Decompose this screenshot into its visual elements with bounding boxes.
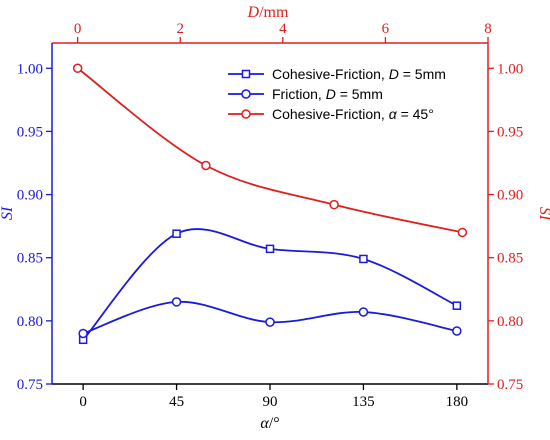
x-bottom-tick-label: 0: [79, 394, 87, 410]
legend-label-2: Friction, D = 5mm: [272, 86, 383, 102]
series-2-point: [452, 326, 462, 336]
x-top-tick-label: 8: [484, 21, 492, 37]
series-2-point: [265, 317, 275, 327]
y-right-tick-label: 0.90: [497, 188, 523, 204]
y-left-tick-label: 0.80: [17, 314, 43, 330]
series-3-point: [329, 199, 339, 210]
plot-frame: [51, 42, 489, 385]
y-left-tick-label: 0.90: [17, 188, 43, 204]
x-bottom-tick-label: 135: [352, 394, 375, 410]
series-2-point: [358, 307, 369, 317]
y-right-tick-label: 0.75: [497, 377, 523, 393]
legend-label-3: Cohesive-Friction, α = 45°: [272, 106, 434, 122]
series-layer: [72, 63, 468, 345]
legend-marker-3: [241, 109, 251, 119]
series-2-point: [78, 328, 88, 339]
x-top-tick-label: 4: [279, 21, 287, 37]
series-3-point: [201, 160, 211, 171]
series-3-point: [457, 227, 468, 238]
y-left-tick-label: 0.75: [17, 377, 43, 393]
series-1-point: [172, 229, 181, 238]
x-bottom-tick-label: 180: [446, 394, 469, 410]
legend-marker-2: [241, 89, 251, 99]
x-top-axis-title: D/mm: [247, 4, 289, 21]
y-left-axis-title: SI: [0, 206, 16, 220]
legend: Cohesive-Friction, D = 5mm Friction, D = …: [228, 66, 446, 122]
x-top-tick-label: 0: [74, 21, 82, 37]
series-1-line: [82, 228, 458, 341]
y-right-axis-title: SI: [536, 207, 550, 221]
x-bottom-tick-label: 90: [263, 394, 278, 410]
y-left-tick-label: 0.95: [17, 124, 43, 140]
x-top-tick-label: 6: [382, 21, 390, 37]
series-3-point: [72, 63, 83, 74]
series-2-point: [171, 297, 182, 307]
legend-label-1: Cohesive-Friction, D = 5mm: [272, 66, 446, 82]
y-right-tick-label: 0.80: [497, 314, 523, 330]
series-1-point: [452, 301, 462, 310]
series-1-point: [265, 244, 275, 254]
y-right-tick-label: 0.85: [497, 251, 523, 267]
legend-marker-1: [241, 69, 251, 79]
series-3-line: [77, 67, 463, 234]
y-left-tick-label: 1.00: [17, 61, 43, 77]
y-right-tick-label: 1.00: [497, 61, 523, 77]
ticks-layer: 0 45 90 135 180 0 2 4 6 8 0.75 0.80 0.85 0.90 0.95 1.00…: [17, 21, 524, 410]
x-bottom-axis-title: α/°: [260, 415, 279, 432]
series-1-point: [359, 254, 368, 264]
x-bottom-tick-label: 45: [169, 394, 184, 410]
y-right-tick-label: 0.95: [497, 124, 523, 140]
y-left-tick-label: 0.85: [17, 251, 43, 267]
x-top-tick-label: 2: [176, 21, 184, 37]
